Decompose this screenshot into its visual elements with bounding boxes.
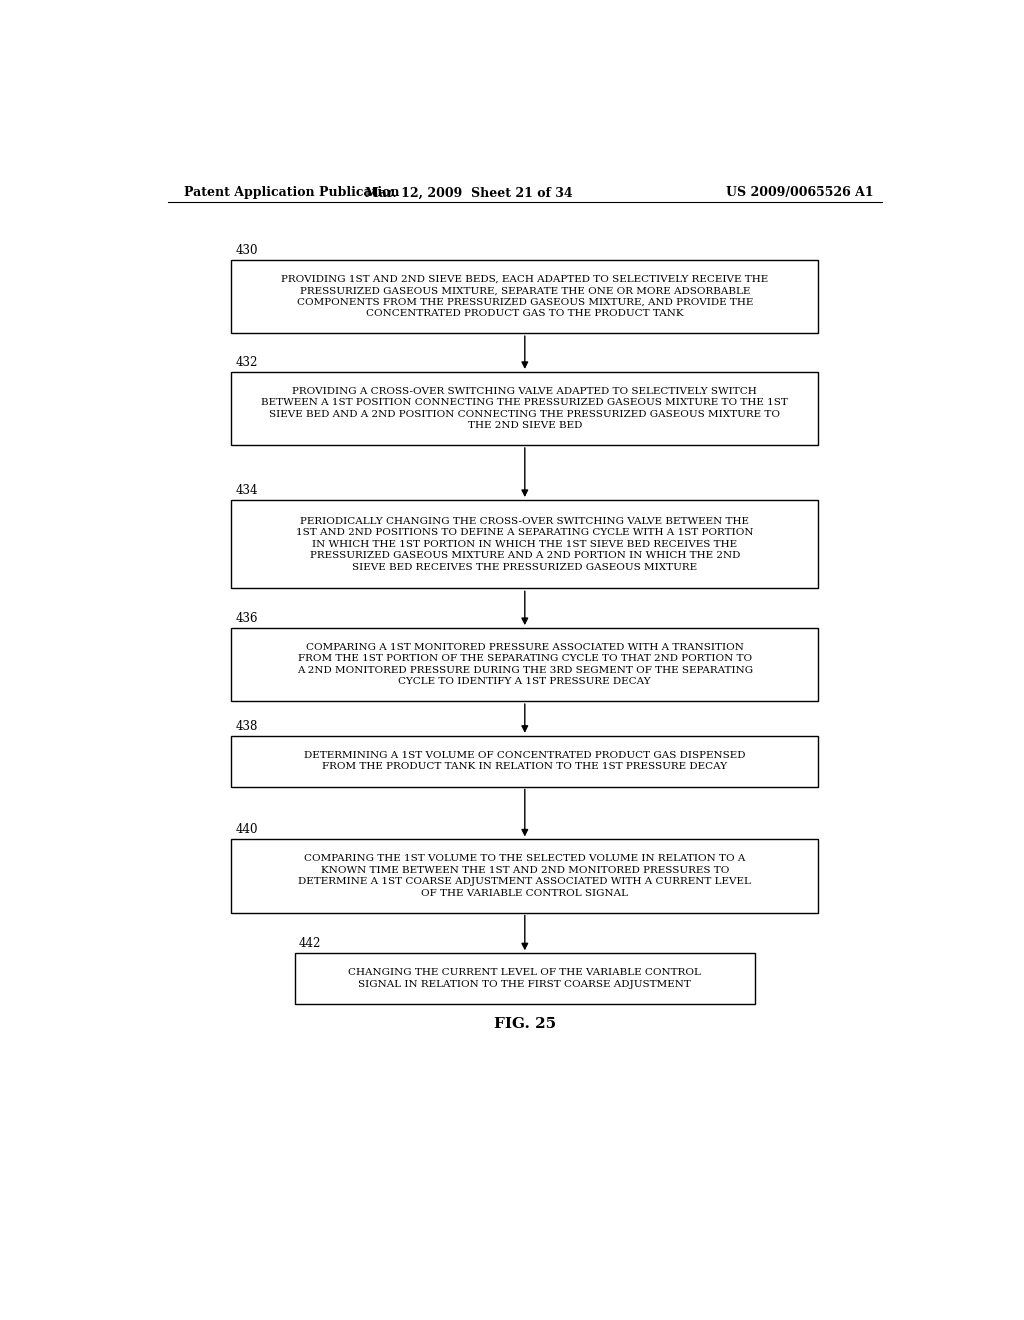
- Text: COMPARING A 1ST MONITORED PRESSURE ASSOCIATED WITH A TRANSITION
FROM THE 1ST POR: COMPARING A 1ST MONITORED PRESSURE ASSOC…: [297, 643, 753, 686]
- Text: FIG. 25: FIG. 25: [494, 1018, 556, 1031]
- Bar: [295, 953, 755, 1005]
- Text: 430: 430: [236, 244, 258, 257]
- Bar: [231, 500, 818, 589]
- Text: PROVIDING 1ST AND 2ND SIEVE BEDS, EACH ADAPTED TO SELECTIVELY RECEIVE THE
PRESSU: PROVIDING 1ST AND 2ND SIEVE BEDS, EACH A…: [282, 275, 768, 318]
- Text: Patent Application Publication: Patent Application Publication: [183, 186, 399, 199]
- Text: 434: 434: [236, 484, 258, 496]
- Text: 436: 436: [236, 612, 258, 624]
- Bar: [231, 840, 818, 912]
- Text: 432: 432: [236, 356, 257, 368]
- Text: COMPARING THE 1ST VOLUME TO THE SELECTED VOLUME IN RELATION TO A
KNOWN TIME BETW: COMPARING THE 1ST VOLUME TO THE SELECTED…: [298, 854, 752, 898]
- Text: 438: 438: [236, 719, 257, 733]
- Text: PERIODICALLY CHANGING THE CROSS-OVER SWITCHING VALVE BETWEEN THE
1ST AND 2ND POS: PERIODICALLY CHANGING THE CROSS-OVER SWI…: [296, 516, 754, 572]
- Bar: [231, 735, 818, 787]
- Bar: [231, 260, 818, 333]
- Text: US 2009/0065526 A1: US 2009/0065526 A1: [726, 186, 873, 199]
- Text: CHANGING THE CURRENT LEVEL OF THE VARIABLE CONTROL
SIGNAL IN RELATION TO THE FIR: CHANGING THE CURRENT LEVEL OF THE VARIAB…: [348, 969, 701, 989]
- Bar: [231, 628, 818, 701]
- Text: Mar. 12, 2009  Sheet 21 of 34: Mar. 12, 2009 Sheet 21 of 34: [366, 186, 573, 199]
- Text: PROVIDING A CROSS-OVER SWITCHING VALVE ADAPTED TO SELECTIVELY SWITCH
BETWEEN A 1: PROVIDING A CROSS-OVER SWITCHING VALVE A…: [261, 387, 788, 430]
- Bar: [231, 372, 818, 445]
- Text: 440: 440: [236, 824, 258, 837]
- Text: DETERMINING A 1ST VOLUME OF CONCENTRATED PRODUCT GAS DISPENSED
FROM THE PRODUCT : DETERMINING A 1ST VOLUME OF CONCENTRATED…: [304, 751, 745, 771]
- Text: 442: 442: [299, 937, 321, 950]
